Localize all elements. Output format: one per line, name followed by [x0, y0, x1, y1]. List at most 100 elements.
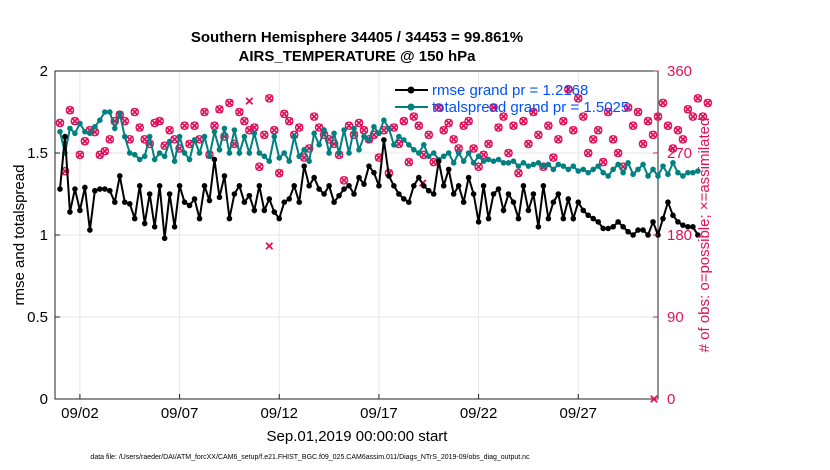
obs-assimilated-stroke: [165, 126, 174, 135]
rmse-point: [455, 183, 462, 189]
rmse-point: [585, 212, 592, 219]
rmse-point: [67, 209, 73, 215]
obs-assimilated-point: [654, 112, 662, 121]
spread-point: [565, 166, 572, 173]
obs-assimilated-stroke: [150, 119, 159, 127]
obs-assimilated-point: [155, 117, 164, 125]
obs-assimilated-stroke: [699, 112, 707, 121]
rmse-point: [57, 186, 63, 192]
obs-possible-point: [354, 118, 364, 128]
obs-assimilated-point: [554, 135, 563, 144]
spread-point: [186, 156, 193, 163]
obs-assimilated-stroke: [195, 135, 204, 144]
obs-assimilated-point: [614, 149, 622, 157]
left-tick-label: 0.5: [27, 309, 48, 326]
spread-point: [116, 110, 123, 117]
obs-assimilated-point: [659, 99, 667, 107]
obs-possible-point: [165, 125, 174, 135]
rmse-point: [216, 194, 223, 201]
rmse-point: [565, 196, 572, 202]
obs-assimilated-stroke: [499, 112, 508, 121]
obs-possible-point: [444, 118, 453, 128]
spread-point: [475, 153, 482, 160]
obs-possible-point: [524, 139, 533, 149]
rmse-point: [415, 174, 422, 181]
spread-point: [520, 160, 527, 166]
left-tick-label: 0: [40, 391, 48, 408]
spread-point: [331, 130, 337, 137]
spread-point: [645, 173, 651, 179]
obs-assimilated-point: [404, 158, 413, 166]
rmse-point: [680, 222, 686, 228]
obs-assimilated-point: [494, 123, 503, 132]
obs-assimilated-point: [210, 121, 219, 130]
rmse-point: [525, 207, 532, 214]
rmse-point: [72, 186, 78, 192]
rmse-point: [62, 133, 68, 140]
obs-assimilated-stroke: [474, 162, 483, 171]
obs-assimilated-stroke: [414, 121, 423, 130]
right-tick-label: 360: [667, 63, 692, 80]
obs-assimilated-stroke: [225, 99, 234, 107]
obs-assimilated-point: [81, 137, 89, 145]
spread-point: [485, 156, 492, 163]
spread-point: [57, 128, 63, 135]
obs-possible-point: [603, 107, 613, 117]
spread-point: [321, 127, 327, 133]
spread-point: [580, 166, 587, 173]
obs-assimilated-stroke: [295, 123, 304, 132]
rmse-point: [470, 191, 477, 197]
obs-assimilated-point: [594, 126, 603, 135]
obs-assimilated-point: [499, 112, 508, 121]
obs-assimilated-point: [235, 108, 244, 116]
obs-assimilated-stroke: [519, 117, 528, 125]
obs-assimilated-stroke: [564, 85, 573, 94]
obs-possible-point: [668, 144, 678, 153]
rmse-point: [141, 220, 148, 227]
obs-assimilated-stroke: [71, 117, 79, 125]
obs-assimilated-point: [504, 149, 513, 157]
rmse-point: [406, 199, 412, 205]
obs-possible-point: [549, 153, 558, 162]
obs-possible-point: [344, 121, 354, 130]
spread-point: [460, 158, 467, 164]
obs-assimilated-point: [703, 99, 712, 107]
spread-point: [102, 109, 108, 115]
obs-possible-point: [529, 107, 538, 117]
obs-assimilated-stroke: [96, 150, 104, 159]
obs-possible-point: [240, 116, 249, 126]
rmse-point: [580, 207, 587, 214]
spread-point: [281, 150, 288, 156]
rmse-point: [316, 186, 322, 192]
obs-assimilated-stroke: [170, 135, 179, 144]
rmse-point: [306, 183, 312, 189]
obs-possible-point: [648, 130, 658, 140]
rmse-point: [236, 183, 243, 189]
obs-assimilated-stroke: [81, 137, 89, 145]
obs-assimilated-stroke: [609, 135, 617, 144]
spread-point: [376, 130, 382, 137]
rmse-point: [595, 219, 601, 225]
spread-point: [510, 158, 517, 164]
obs-assimilated-point: [390, 123, 398, 132]
spread-point: [540, 163, 547, 169]
obs-possible-point: [613, 148, 623, 158]
obs-assimilated-point: [649, 130, 657, 139]
obs-assimilated-point: [634, 108, 642, 116]
rmse-point: [690, 224, 696, 230]
rmse-point: [610, 224, 616, 230]
obs-possible-point: [653, 112, 663, 121]
obs-possible-point: [683, 104, 693, 114]
obs-assimilated-stroke: [250, 123, 259, 132]
obs-assimilated-stroke: [310, 112, 318, 121]
obs-possible-point: [260, 130, 269, 140]
rmse-point: [112, 199, 118, 205]
rmse-point: [166, 191, 173, 197]
obs-assimilated-stroke: [424, 130, 433, 139]
obs-assimilated-stroke: [479, 150, 488, 159]
spread-point: [535, 160, 542, 166]
obs-assimilated-stroke: [404, 158, 413, 166]
obs-assimilated-point: [599, 158, 608, 166]
obs-assimilated-point: [345, 121, 353, 130]
obs-assimilated-stroke: [125, 135, 134, 144]
